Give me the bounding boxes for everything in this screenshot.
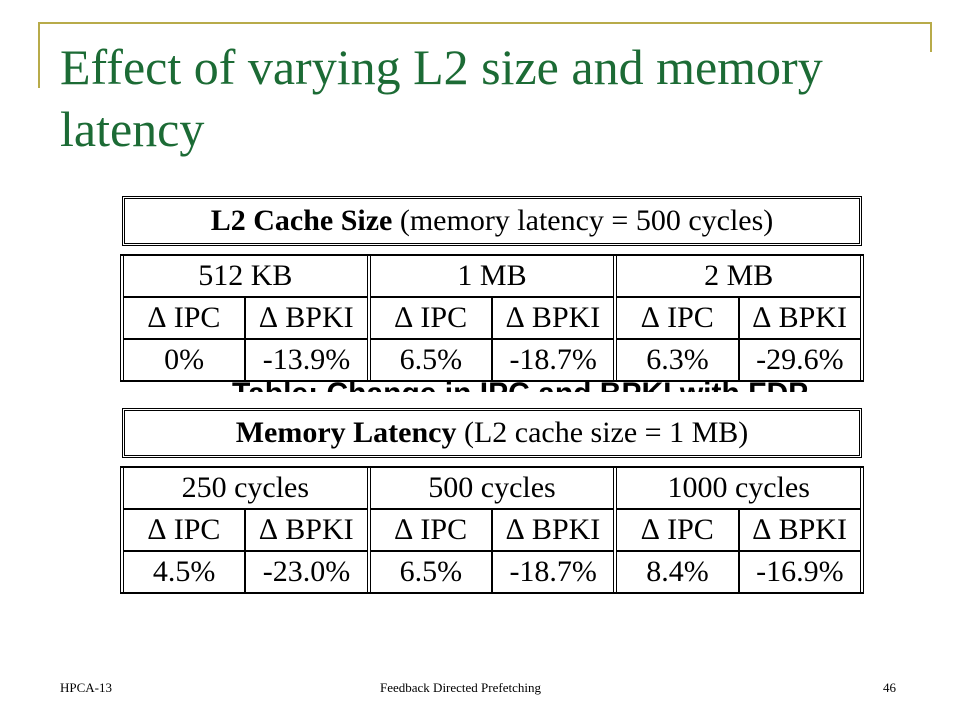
column-header: ∆ IPC [147, 301, 221, 334]
caption-bold: Memory Latency [235, 416, 457, 449]
column-headers: ∆ IPC ∆ BPKI [370, 298, 614, 340]
column-headers: ∆ IPC ∆ BPKI [124, 510, 367, 552]
footer-conference: HPCA-13 [60, 680, 113, 695]
table-grid: 512 KB ∆ IPC ∆ BPKI 0% -13.9% 1 MB ∆ IPC… [120, 254, 865, 382]
group-header: 512 KB [124, 256, 367, 298]
table-cell: -16.9% [737, 552, 860, 592]
caption-rest: (L2 cache size = 1 MB) [456, 416, 749, 449]
table-cell: -18.7% [491, 340, 613, 380]
column-header: ∆ IPC [641, 513, 714, 546]
value-row: 8.4% -16.9% [617, 552, 860, 592]
table-cell: 6.3% [646, 343, 709, 376]
column-header: ∆ BPKI [244, 510, 366, 550]
value-row: 4.5% -23.0% [124, 552, 367, 592]
l2-cache-size-table: L2 Cache Size (memory latency = 500 cycl… [120, 196, 865, 382]
left-accent-line [38, 22, 40, 88]
table-cell: -13.9% [244, 340, 366, 380]
table-cell: -18.7% [491, 552, 613, 592]
value-row: 6.5% -18.7% [371, 340, 614, 380]
column-header: ∆ IPC [394, 301, 468, 334]
table-cell: 6.5% [399, 343, 463, 376]
table-cell: 6.5% [399, 555, 463, 588]
value-row: 0% -13.9% [124, 340, 367, 380]
table-group: 1 MB ∆ IPC ∆ BPKI 6.5% -18.7% [366, 256, 614, 380]
table-cell: -23.0% [244, 552, 366, 592]
table-cell: -29.6% [737, 340, 860, 380]
column-headers: ∆ IPC ∆ BPKI [124, 298, 367, 340]
group-header: 1000 cycles [617, 468, 861, 510]
table-group: 2 MB ∆ IPC ∆ BPKI 6.3% -29.6% [613, 256, 865, 380]
table-caption: Memory Latency (L2 cache size = 1 MB) [122, 408, 862, 458]
clipped-table-caption: Table: Change in IPC and BPKI with FDP [232, 380, 852, 392]
table-cell: 0% [164, 343, 205, 376]
group-header: 500 cycles [370, 468, 614, 510]
column-header: ∆ BPKI [491, 298, 613, 338]
group-header: 250 cycles [124, 468, 367, 510]
column-header: ∆ IPC [394, 513, 468, 546]
table-cell: 8.4% [646, 555, 709, 588]
table-group: 1000 cycles ∆ IPC ∆ BPKI 8.4% -16.9% [613, 468, 865, 592]
table-grid: 250 cycles ∆ IPC ∆ BPKI 4.5% -23.0% 500 … [120, 466, 865, 594]
column-header: ∆ BPKI [244, 298, 366, 338]
column-header: ∆ BPKI [491, 510, 613, 550]
table-group: 500 cycles ∆ IPC ∆ BPKI 6.5% -18.7% [366, 468, 614, 592]
caption-rest: (memory latency = 500 cycles) [392, 204, 774, 237]
column-header: ∆ IPC [147, 513, 221, 546]
footer-title: Feedback Directed Prefetching [380, 680, 541, 695]
column-headers: ∆ IPC ∆ BPKI [617, 510, 861, 552]
group-header: 2 MB [617, 256, 861, 298]
right-accent-line [930, 22, 932, 52]
column-header: ∆ BPKI [737, 510, 860, 550]
column-header: ∆ IPC [641, 301, 714, 334]
column-headers: ∆ IPC ∆ BPKI [617, 298, 861, 340]
value-row: 6.3% -29.6% [617, 340, 860, 380]
footer-page-number: 46 [883, 680, 896, 695]
column-headers: ∆ IPC ∆ BPKI [370, 510, 614, 552]
group-header: 1 MB [370, 256, 614, 298]
caption-bold: L2 Cache Size [210, 204, 393, 237]
table-group: 512 KB ∆ IPC ∆ BPKI 0% -13.9% [120, 256, 367, 380]
top-accent-line [38, 22, 932, 24]
value-row: 6.5% -18.7% [371, 552, 614, 592]
clipped-caption-text: Table: Change in IPC and BPKI with FDP [232, 380, 852, 392]
table-cell: 4.5% [152, 555, 216, 588]
column-header: ∆ BPKI [737, 298, 860, 338]
table-group: 250 cycles ∆ IPC ∆ BPKI 4.5% -23.0% [120, 468, 367, 592]
memory-latency-table: Memory Latency (L2 cache size = 1 MB) 25… [120, 408, 865, 594]
table-caption: L2 Cache Size (memory latency = 500 cycl… [122, 196, 862, 246]
slide-title: Effect of varying L2 size and memory lat… [60, 39, 823, 157]
